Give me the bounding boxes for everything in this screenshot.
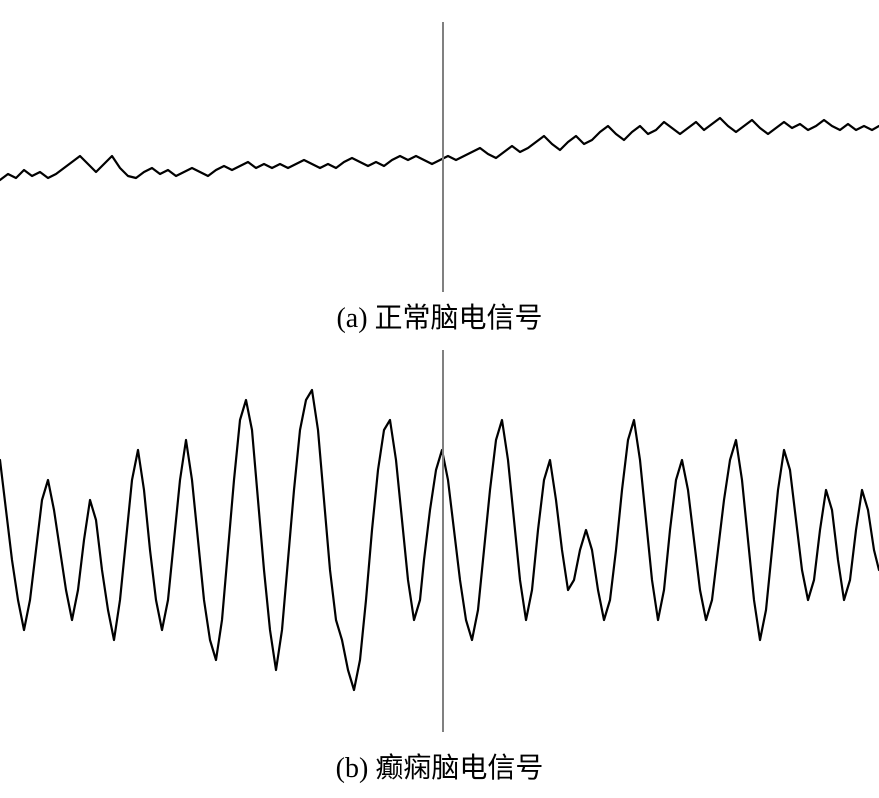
signal-area-b xyxy=(0,340,879,740)
panel-epileptic-eeg: (b) 癫痫脑电信号 xyxy=(0,340,879,798)
waveform-normal xyxy=(0,0,879,290)
center-vline-a xyxy=(442,22,444,292)
caption-b: (b) 癫痫脑电信号 xyxy=(0,740,879,786)
center-vline-b xyxy=(442,350,444,732)
panel-normal-eeg: (a) 正常脑电信号 xyxy=(0,0,879,340)
waveform-epileptic xyxy=(0,340,879,740)
caption-a: (a) 正常脑电信号 xyxy=(0,290,879,336)
signal-area-a xyxy=(0,0,879,290)
